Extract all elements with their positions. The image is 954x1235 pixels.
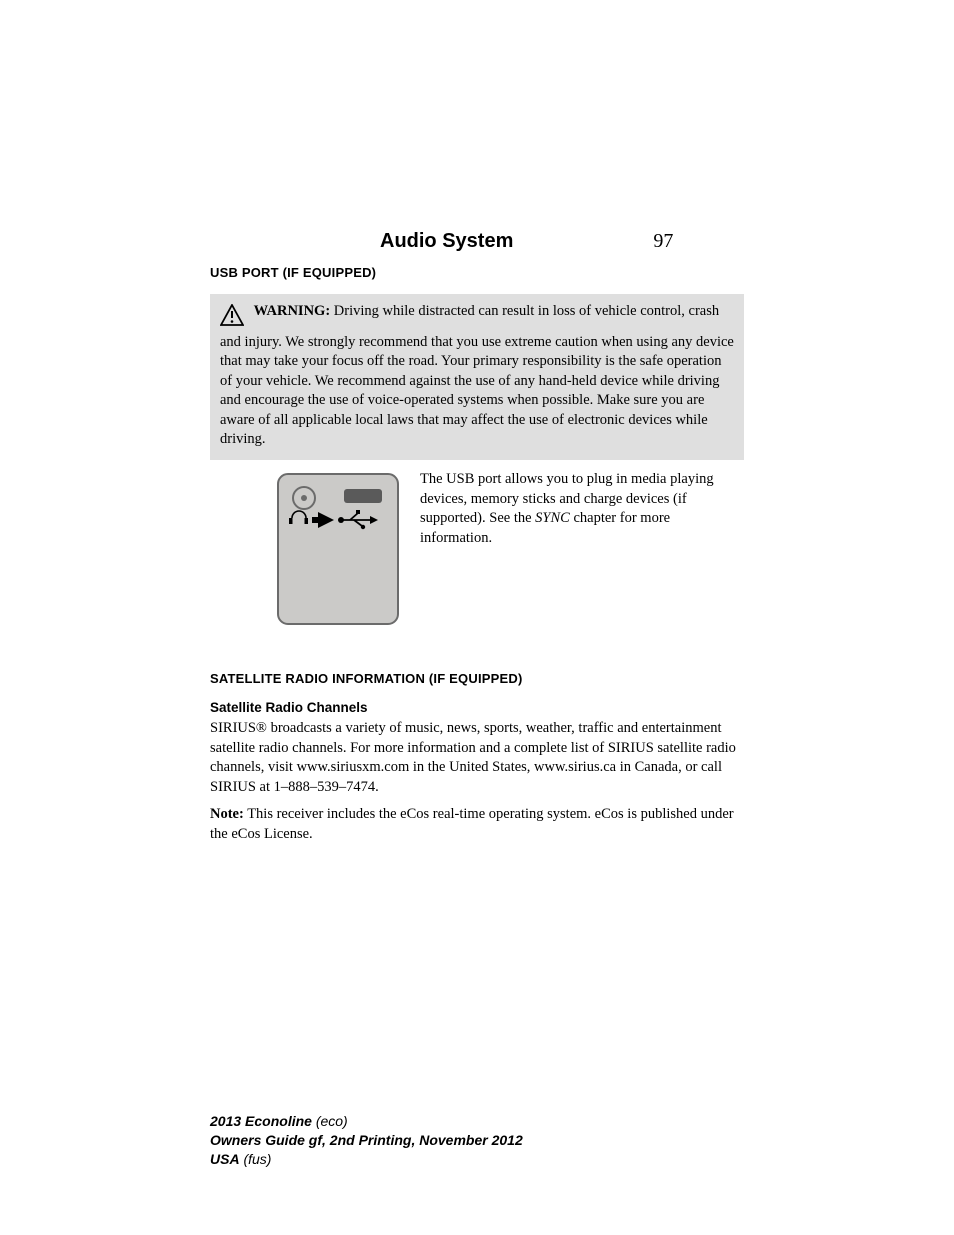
- warning-label: WARNING:: [254, 303, 331, 319]
- footer-code-1: (eco): [312, 1113, 348, 1129]
- page-number: 97: [653, 230, 673, 253]
- note-label: Note:: [210, 806, 244, 822]
- footer-line-2: Owners Guide gf, 2nd Printing, November …: [210, 1131, 523, 1150]
- page-footer: 2013 Econoline (eco) Owners Guide gf, 2n…: [210, 1112, 523, 1169]
- warning-text: Driving while distracted can result in l…: [220, 303, 734, 447]
- page-container: Audio System 97 USB PORT (IF EQUIPPED) W…: [0, 0, 954, 844]
- usb-description: The USB port allows you to plug in media…: [420, 470, 744, 633]
- chapter-title: Audio System: [380, 230, 513, 253]
- footer-region: USA: [210, 1151, 240, 1167]
- note-text: This receiver includes the eCos real-tim…: [210, 806, 734, 842]
- footer-line-3: USA (fus): [210, 1150, 523, 1169]
- warning-box: WARNING: Driving while distracted can re…: [210, 294, 744, 460]
- satellite-heading: SATELLITE RADIO INFORMATION (IF EQUIPPED…: [210, 671, 744, 686]
- satellite-section: SATELLITE RADIO INFORMATION (IF EQUIPPED…: [210, 671, 744, 844]
- page-header: Audio System 97: [210, 230, 744, 253]
- footer-code-2: (fus): [240, 1151, 272, 1167]
- footer-line-1: 2013 Econoline (eco): [210, 1112, 523, 1131]
- usb-section: The USB port allows you to plug in media…: [210, 470, 744, 633]
- warning-icon: [220, 304, 244, 333]
- satellite-body: SIRIUS® broadcasts a variety of music, n…: [210, 719, 744, 797]
- satellite-subheading: Satellite Radio Channels: [210, 700, 744, 715]
- satellite-note: Note: This receiver includes the eCos re…: [210, 805, 744, 844]
- usb-port-illustration: [274, 470, 402, 633]
- footer-model: 2013 Econoline: [210, 1113, 312, 1129]
- usb-heading: USB PORT (IF EQUIPPED): [210, 265, 744, 280]
- sync-reference: SYNC: [535, 510, 570, 526]
